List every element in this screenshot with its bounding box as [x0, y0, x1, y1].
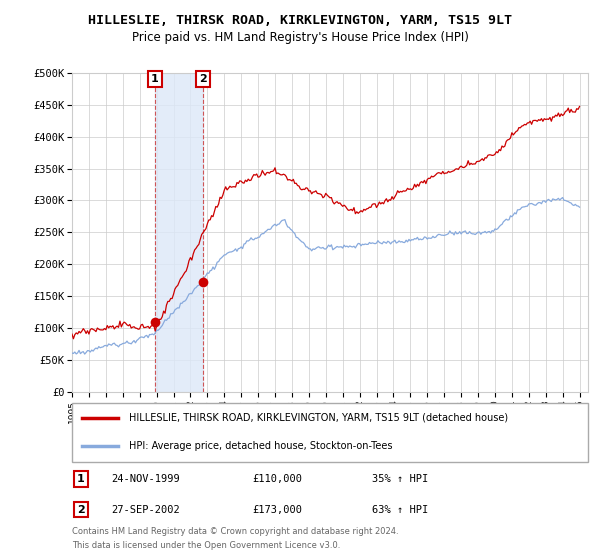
Text: Price paid vs. HM Land Registry's House Price Index (HPI): Price paid vs. HM Land Registry's House …: [131, 31, 469, 44]
Text: 1: 1: [151, 74, 159, 84]
Text: 2: 2: [77, 505, 85, 515]
Text: £110,000: £110,000: [252, 474, 302, 484]
Text: £173,000: £173,000: [252, 505, 302, 515]
Text: Contains HM Land Registry data © Crown copyright and database right 2024.: Contains HM Land Registry data © Crown c…: [72, 528, 398, 536]
Text: 24-NOV-1999: 24-NOV-1999: [111, 474, 180, 484]
Text: This data is licensed under the Open Government Licence v3.0.: This data is licensed under the Open Gov…: [72, 541, 340, 550]
Text: 2: 2: [199, 74, 207, 84]
Text: 35% ↑ HPI: 35% ↑ HPI: [372, 474, 428, 484]
FancyBboxPatch shape: [72, 403, 588, 462]
Text: HPI: Average price, detached house, Stockton-on-Tees: HPI: Average price, detached house, Stoc…: [129, 441, 392, 451]
Text: 63% ↑ HPI: 63% ↑ HPI: [372, 505, 428, 515]
Bar: [155, 73, 203, 392]
Text: 27-SEP-2002: 27-SEP-2002: [111, 505, 180, 515]
Text: 1: 1: [77, 474, 85, 484]
Text: HILLESLIE, THIRSK ROAD, KIRKLEVINGTON, YARM, TS15 9LT (detached house): HILLESLIE, THIRSK ROAD, KIRKLEVINGTON, Y…: [129, 413, 508, 423]
Text: HILLESLIE, THIRSK ROAD, KIRKLEVINGTON, YARM, TS15 9LT: HILLESLIE, THIRSK ROAD, KIRKLEVINGTON, Y…: [88, 14, 512, 27]
